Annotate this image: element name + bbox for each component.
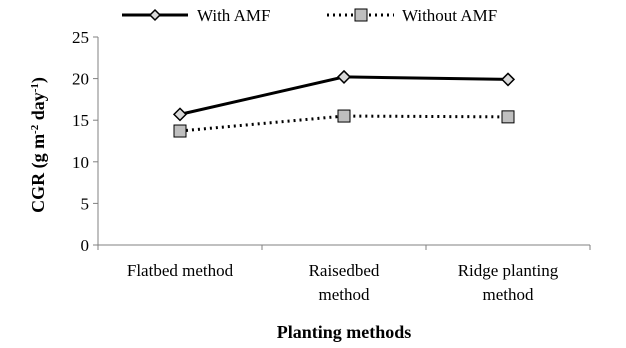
y-axis-ticks: 0 5 10 15 20 25 <box>72 28 98 255</box>
legend: With AMF Without AMF <box>122 6 497 25</box>
y-tick-label: 5 <box>81 194 90 213</box>
y-tick-label: 15 <box>72 111 89 130</box>
legend-with-amf-label: With AMF <box>197 6 270 25</box>
y-axis-title: CGR (g m-2 day-1) <box>28 77 49 213</box>
y-tick-label: 20 <box>72 70 89 89</box>
x-category-label: Raisedbed method <box>309 261 380 304</box>
legend-without-amf-marker <box>354 8 368 22</box>
legend-without-amf-label: Without AMF <box>402 6 497 25</box>
data-point-without-amf <box>337 109 351 123</box>
y-tick-label: 10 <box>72 153 89 172</box>
data-point-with-amf <box>336 69 352 84</box>
x-axis-ticks: Flatbed method Raisedbed method Ridge plant… <box>97 245 591 304</box>
y-tick-label: 0 <box>81 236 90 255</box>
data-point-with-amf <box>500 72 516 87</box>
y-tick-label: 25 <box>72 28 89 47</box>
data-point-with-amf <box>172 107 188 122</box>
plot-area <box>172 69 516 138</box>
legend-with-amf-marker <box>148 8 162 22</box>
x-axis-title: Planting methods <box>277 322 412 342</box>
data-point-without-amf <box>501 110 515 124</box>
series-line-without-amf <box>179 114 509 133</box>
x-category-label: Flatbed method <box>127 261 234 280</box>
data-point-without-amf <box>173 124 187 138</box>
x-category-label: Ridge planting method <box>458 261 559 304</box>
